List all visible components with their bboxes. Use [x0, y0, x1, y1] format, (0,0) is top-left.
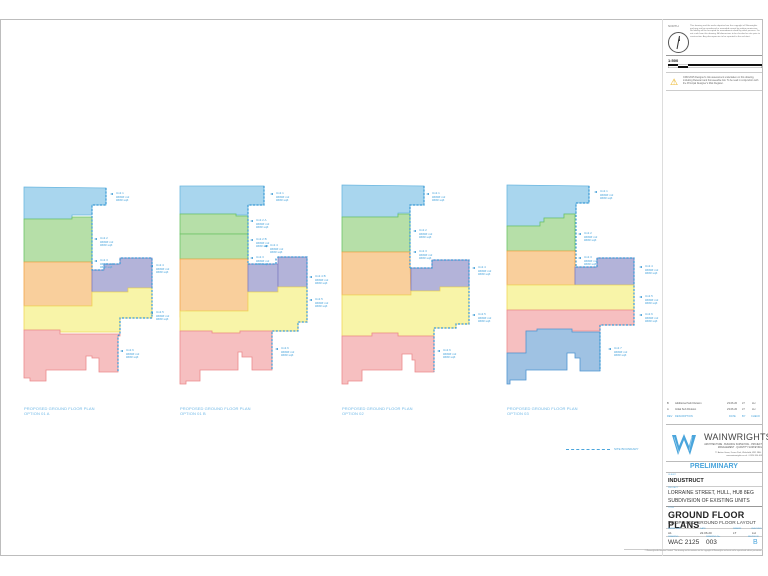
unit-3-orange: [506, 250, 576, 286]
unit-label: Unit 7 ##### m2 #### sqft: [608, 346, 627, 358]
revision-caption: REVISION: [748, 536, 759, 538]
title-block: [662, 19, 764, 556]
plans-area: Unit 1 ##### m2 #### sqft Unit 2 ##### m2 ##…: [23, 184, 658, 451]
plan-title-option-02: PROPOSED GROUND FLOOR PLAN OPTION 02: [342, 406, 413, 416]
project-address: LORRAINE STREET, HULL, HU8 8EG SUBDIVISIO…: [668, 490, 754, 504]
plan-title-option-03: PROPOSED GROUND FLOOR PLAN OPTION 03: [507, 406, 578, 416]
status-badge: PRELIMINARY: [690, 463, 738, 470]
drawn-caption: DRAWN: [733, 528, 742, 530]
checked-caption: CHECKED: [751, 528, 762, 530]
cdm-warning-text: CDM 2015 Designer's risk assessment unde…: [683, 76, 759, 86]
unit-label: Unit 3 ##### m2 #### sqft: [250, 255, 269, 267]
unit-label: Unit 1 ##### m2 #### sqft: [426, 191, 445, 203]
unit-label: Unit 6 ##### m2 #### sqft: [275, 346, 294, 358]
general-notes: This drawing and the works depicted are …: [690, 25, 760, 38]
unit-6-pink: [341, 332, 435, 385]
client-name: INDUSTRUCT: [668, 478, 704, 484]
drawing-number: 003: [706, 539, 717, 546]
wainwrights-logo-icon: [672, 434, 696, 455]
unit-label: Unit 2 ##### m2 #### sqft: [578, 231, 597, 243]
unit-6-pink: [179, 330, 273, 385]
current-revision: B: [753, 539, 758, 546]
revision-header: REV DESCRIPTION DATE BY CHECK: [667, 415, 761, 418]
client-caption: CLIENT: [668, 474, 676, 476]
unit-label: Unit 4 ##### m2 #### sqft: [264, 243, 283, 255]
unit-label: Unit 3 ##### m2 #### sqft: [578, 255, 597, 267]
north-label: NORTH: [668, 24, 679, 28]
scale-label: 1:500: [668, 58, 679, 63]
unit-label: Unit 2 ##### m2 #### sqft: [413, 228, 432, 240]
unit-label: Unit 3 ##### m2 #### sqft: [94, 258, 113, 270]
date-caption: DATE: [700, 528, 706, 530]
job-number: WAC 2125: [668, 539, 700, 546]
dashed-line-icon: [566, 449, 610, 450]
title-caption: TITLE: [668, 507, 674, 509]
unit-label: Unit 6 ##### m2 #### sqft: [437, 348, 456, 360]
revision-row: A Initial Sub Division 23.06.20 LT LH: [667, 408, 756, 411]
unit-label: Unit 4 ##### m2 #### sqft: [472, 265, 491, 277]
drawing-date: 22.06.20: [700, 531, 712, 535]
unit-label: Unit 6 ##### m2 #### sqft: [639, 312, 658, 324]
drawing-frame: [0, 19, 763, 556]
floor-plan-option-02: [341, 184, 470, 385]
scale-bar: [668, 64, 762, 68]
unit-label: Unit 4 B ##### m2 #### sqft: [309, 274, 328, 286]
unit-label: Unit 1 ##### m2 #### sqft: [110, 191, 129, 203]
floor-plan-option-01b: [179, 185, 308, 385]
brand-address: 77 Amber Grove, Dunes Park, Wakefield, W…: [715, 452, 762, 457]
unit-label: Unit 6 ##### m2 #### sqft: [120, 348, 139, 360]
drawing-title: GROUND FLOOR PLANS: [668, 510, 745, 530]
unit-6-pink: [23, 329, 121, 382]
unit-7-darkblue: [506, 328, 601, 385]
project-caption: PROJECT: [668, 487, 679, 489]
dwg-no-caption: DRAWING No.: [706, 536, 721, 538]
unit-label: Unit 5 ##### m2 #### sqft: [309, 297, 328, 309]
unit-label: Unit 5 ##### m2 #### sqft: [472, 312, 491, 324]
unit-label: Unit 5 ##### m2 #### sqft: [639, 294, 658, 306]
paper-size: A1: [668, 531, 672, 535]
unit-label: Unit 4 ##### m2 #### sqft: [150, 263, 169, 275]
brand-name: WAINWRIGHTS: [704, 432, 768, 442]
plan-title-option-01b: PROPOSED GROUND FLOOR PLAN OPTION 01 B: [180, 406, 251, 416]
drawn-by: LT: [733, 531, 737, 535]
job-caption: DRAWING: [668, 536, 679, 538]
floor-plan-option-03: [506, 184, 635, 385]
unit-label: Unit 1 ##### m2 #### sqft: [270, 191, 289, 203]
unit-label: Unit 1 ##### m2 #### sqft: [594, 189, 613, 201]
revision-row: B Additional Sub Division 23.06.20 LT LH: [667, 402, 756, 405]
paper-caption: PAPER SIZE: [668, 528, 681, 530]
copyright-footer: © Wainwrights Architectural Limited. Thi…: [644, 550, 762, 552]
unit-label: Unit 2 B ##### m2 #### sqft: [250, 237, 269, 249]
drawing-subtitle: PROPOSED GROUND FLOOR LAYOUT: [668, 521, 756, 526]
brand-services: ARCHITECTURE · BUILDING SURVEYING · PROJ…: [704, 444, 762, 449]
plan-title-option-01a: PROPOSED GROUND FLOOR PLAN OPTION 01 A: [24, 406, 95, 416]
unit-label: Unit 2 ##### m2 #### sqft: [94, 236, 113, 248]
legend-label: SITE BOUNDARY: [614, 447, 639, 451]
unit-5-yellow: [506, 284, 635, 311]
unit-3-orange: [341, 251, 412, 296]
checked-by: LH: [752, 531, 756, 535]
warning-icon: ⚠: [670, 77, 679, 87]
unit-label: Unit 3 ##### m2 #### sqft: [413, 249, 432, 261]
north-arrow-icon: [668, 32, 689, 53]
floor-plan-option-01a: [23, 186, 153, 382]
unit-label: Unit 2 A ##### m2 #### sqft: [250, 218, 269, 230]
unit-label: Unit 5 ##### m2 #### sqft: [150, 310, 169, 322]
unit-label: Unit 4 ##### m2 #### sqft: [639, 264, 658, 276]
